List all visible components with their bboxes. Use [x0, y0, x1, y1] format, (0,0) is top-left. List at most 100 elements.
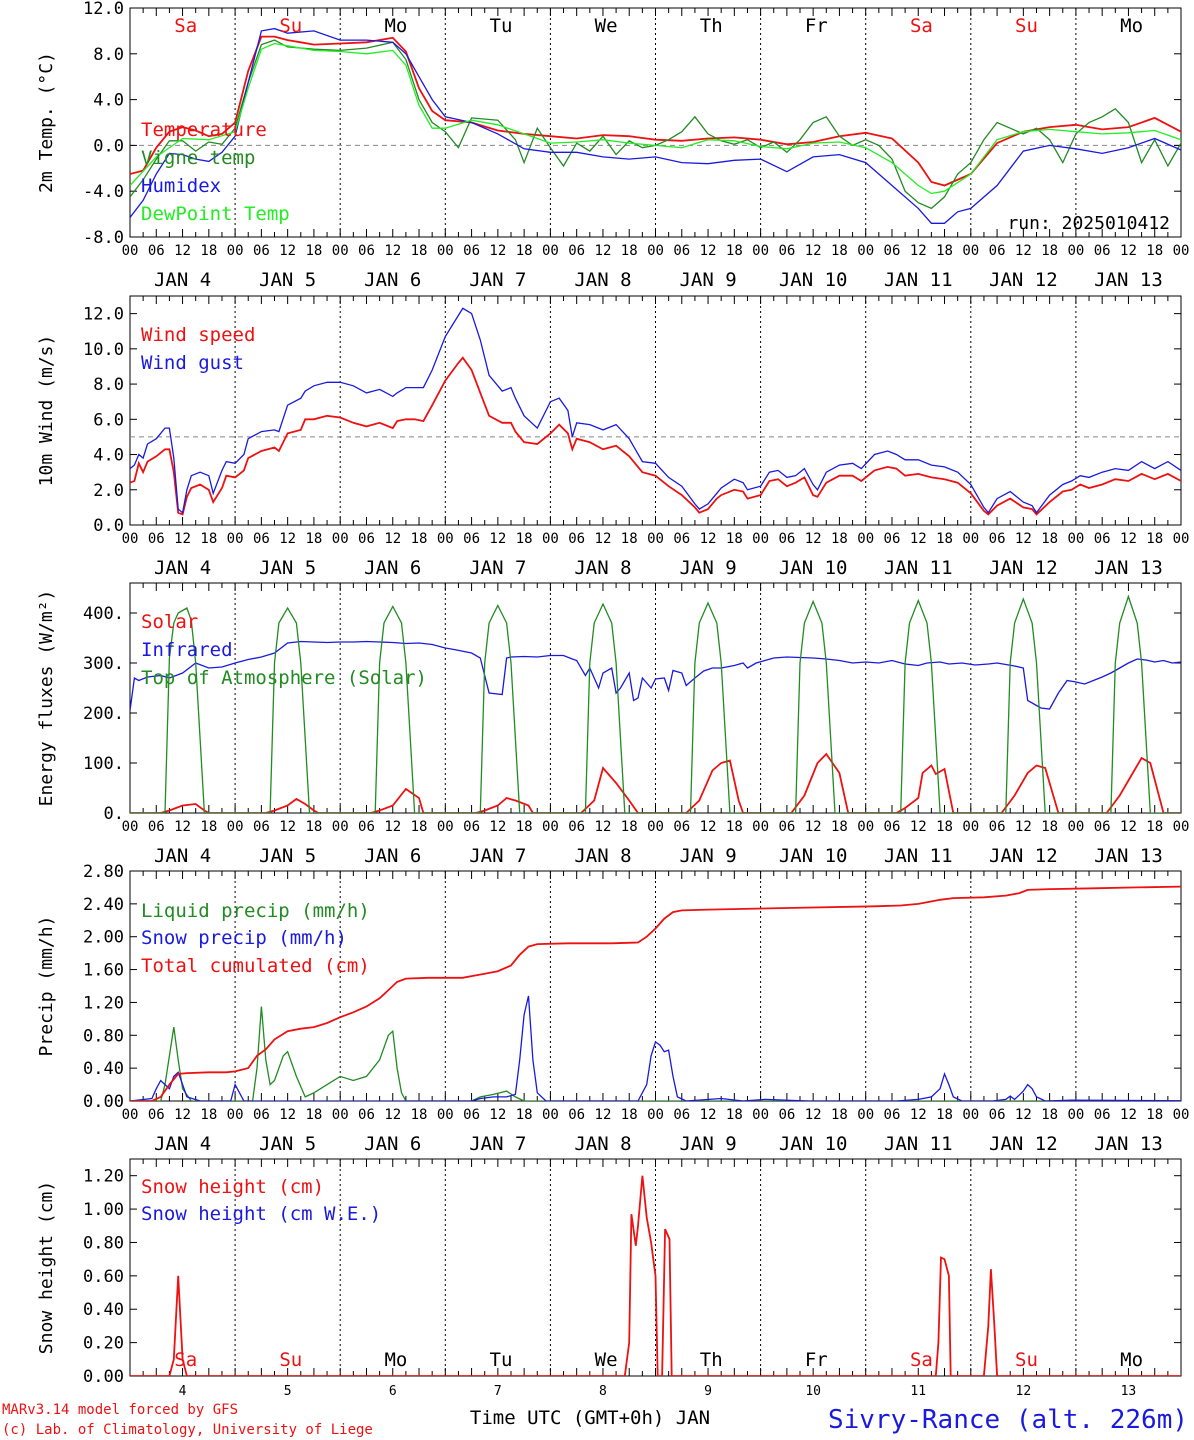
series-line [130, 35, 1181, 187]
y-axis-label: Snow height (cm) [36, 1181, 57, 1354]
hour-tick-label: 00 [752, 243, 769, 259]
hour-tick-label: 06 [989, 531, 1006, 547]
panel-2: 0.0 2.0 4.0 6.0 8.0 10.0 12.0 10m Wind (m/s) Win… [36, 295, 1190, 579]
hour-tick-label: 00 [752, 1107, 769, 1123]
hour-tick-label: 12 [1015, 243, 1032, 259]
hour-tick-label: 06 [989, 1107, 1006, 1123]
hour-tick-label: 00 [1067, 819, 1084, 835]
legend-entry: Snow height (cm W.E.) [141, 1203, 381, 1225]
date-label: JAN 10 [779, 1133, 848, 1155]
hour-tick-label: 12 [1015, 531, 1032, 547]
hour-tick-label: 00 [542, 531, 559, 547]
day-name: Mo [1120, 15, 1143, 37]
hour-tick-label: 18 [516, 819, 533, 835]
y-tick-label: 0.00 [83, 1367, 124, 1387]
y-tick-label: 1.60 [83, 961, 124, 981]
day-number: 8 [599, 1384, 607, 1399]
hour-tick-label: 12 [595, 243, 612, 259]
hour-tick-label: 18 [726, 243, 743, 259]
legend-entry: Humidex [141, 175, 221, 197]
hour-tick-label: 06 [148, 531, 165, 547]
hour-tick-label: 00 [332, 243, 349, 259]
y-tick-label: 0.80 [83, 1026, 124, 1046]
hour-tick-label: 18 [621, 243, 638, 259]
y-tick-label: 200. [83, 704, 124, 724]
hour-tick-label: 12 [384, 531, 401, 547]
day-name: We [595, 15, 618, 37]
hour-tick-label: 18 [305, 531, 322, 547]
hour-tick-label: 18 [411, 531, 428, 547]
hour-tick-label: 06 [358, 819, 375, 835]
hour-tick-label: 18 [831, 243, 848, 259]
hour-tick-label: 00 [1173, 1107, 1190, 1123]
date-label: JAN 13 [1094, 269, 1163, 291]
hour-tick-label: 12 [700, 1107, 717, 1123]
panel-4: 0.00 0.40 0.80 1.20 1.60 2.00 2.40 2.80 Precip (… [36, 862, 1190, 1155]
hour-tick-label: 12 [1015, 819, 1032, 835]
day-name: Sa [910, 15, 933, 37]
hour-tick-label: 00 [227, 243, 244, 259]
hour-tick-label: 18 [1041, 531, 1058, 547]
hour-tick-label: 00 [1067, 531, 1084, 547]
date-label: JAN 6 [364, 269, 421, 291]
day-name: Fr [805, 1349, 828, 1371]
hour-tick-label: 12 [1015, 1107, 1032, 1123]
model-credit: MARv3.14 model forced by GFS [2, 1402, 238, 1418]
hour-tick-label: 18 [831, 1107, 848, 1123]
lab-credit: (c) Lab. of Climatology, University of L… [2, 1422, 373, 1438]
hour-tick-label: 12 [910, 531, 927, 547]
hour-tick-label: 00 [1173, 531, 1190, 547]
hour-tick-label: 18 [621, 1107, 638, 1123]
series-line [130, 995, 1181, 1101]
hour-tick-label: 12 [174, 243, 191, 259]
hour-tick-label: 06 [778, 531, 795, 547]
date-label: JAN 6 [364, 557, 421, 579]
hour-tick-label: 06 [253, 531, 270, 547]
y-tick-label: 10.0 [83, 340, 124, 360]
hour-tick-label: 18 [621, 531, 638, 547]
y-tick-label: 4.0 [93, 446, 124, 466]
hour-tick-label: 12 [910, 243, 927, 259]
hour-tick-label: 18 [726, 1107, 743, 1123]
date-label: JAN 7 [469, 1133, 526, 1155]
hour-tick-label: 18 [831, 819, 848, 835]
hour-tick-label: 00 [1067, 1107, 1084, 1123]
hour-tick-label: 12 [1120, 531, 1137, 547]
hour-tick-label: 18 [1146, 531, 1163, 547]
legend-entry: Top of Atmosphere (Solar) [141, 667, 427, 689]
hour-tick-label: 00 [647, 1107, 664, 1123]
hour-tick-label: 18 [516, 531, 533, 547]
day-number: 12 [1016, 1384, 1032, 1399]
y-tick-label: 0.40 [83, 1300, 124, 1320]
date-label: JAN 5 [259, 845, 316, 867]
hour-tick-label: 00 [857, 1107, 874, 1123]
hour-tick-label: 12 [700, 531, 717, 547]
station-name: Sivry-Rance (alt. 226m) [828, 1405, 1188, 1435]
series-line [130, 39, 1181, 210]
hour-tick-label: 06 [673, 531, 690, 547]
y-tick-label: 0.0 [93, 516, 124, 536]
hour-tick-label: 18 [831, 531, 848, 547]
y-tick-label: -4.0 [83, 182, 124, 202]
day-name: Su [279, 1349, 302, 1371]
hour-tick-label: 00 [962, 1107, 979, 1123]
hour-tick-label: 00 [647, 531, 664, 547]
hour-tick-label: 00 [647, 819, 664, 835]
day-name: Su [1015, 15, 1038, 37]
day-number: 5 [284, 1384, 292, 1399]
hour-tick-label: 18 [726, 531, 743, 547]
legend-entry: Liquid precip (mm/h) [141, 900, 370, 922]
legend-entry: Temperature [141, 119, 267, 141]
day-number: 13 [1121, 1384, 1137, 1399]
y-tick-label: 0.00 [83, 1092, 124, 1112]
date-label: JAN 12 [989, 269, 1058, 291]
hour-tick-label: 06 [884, 819, 901, 835]
hour-tick-label: 00 [227, 819, 244, 835]
hour-tick-label: 06 [463, 531, 480, 547]
day-name: Tu [490, 1349, 513, 1371]
hour-tick-label: 00 [122, 1107, 139, 1123]
hour-tick-label: 06 [673, 819, 690, 835]
hour-tick-label: 06 [989, 819, 1006, 835]
hour-tick-label: 18 [936, 819, 953, 835]
date-label: JAN 9 [679, 557, 736, 579]
